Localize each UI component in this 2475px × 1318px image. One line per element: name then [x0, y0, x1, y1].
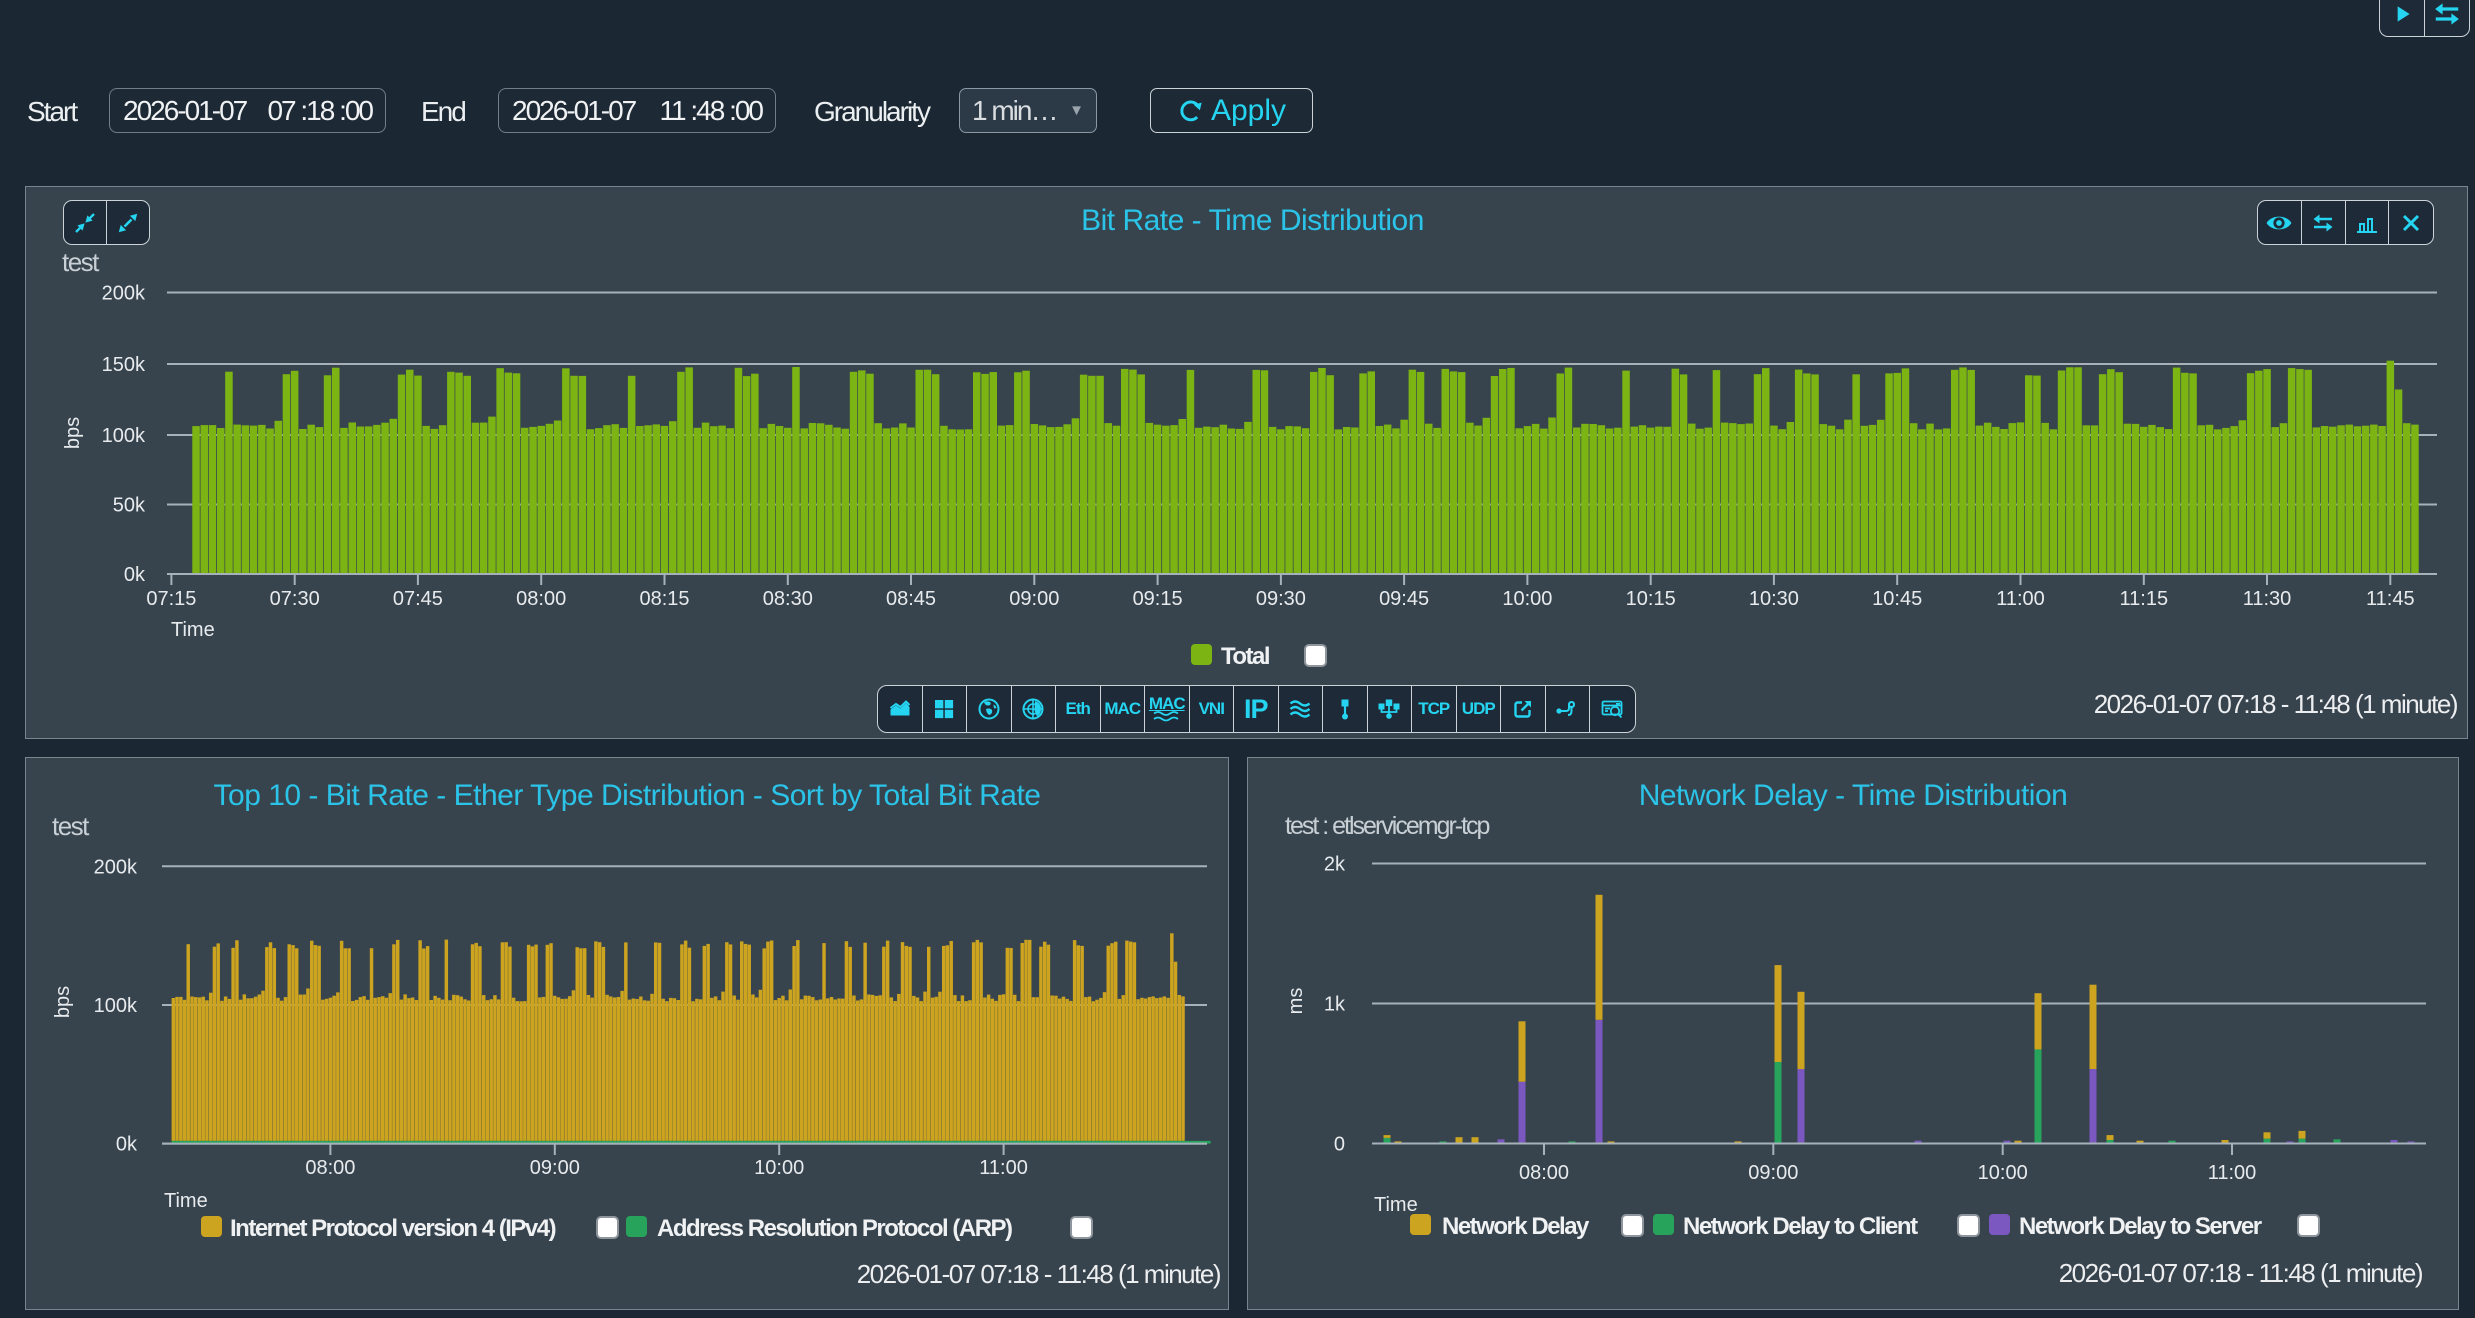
svg-text:09:45: 09:45 [1379, 588, 1429, 610]
svg-text:09:15: 09:15 [1133, 588, 1183, 610]
svg-text:10:45: 10:45 [1872, 588, 1922, 610]
svg-text:150k: 150k [102, 354, 146, 376]
svg-text:11:30: 11:30 [2243, 588, 2292, 610]
svg-text:08:15: 08:15 [639, 588, 689, 610]
svg-text:2k: 2k [1324, 854, 1346, 876]
svg-text:0k: 0k [124, 564, 146, 586]
svg-text:0: 0 [1334, 1134, 1345, 1156]
svg-text:Time: Time [164, 1190, 208, 1212]
svg-text:07:30: 07:30 [270, 588, 320, 610]
svg-text:Time: Time [171, 619, 215, 641]
svg-text:100k: 100k [102, 425, 146, 447]
svg-text:10:30: 10:30 [1749, 588, 1799, 610]
svg-text:1k: 1k [1324, 994, 1346, 1016]
svg-text:200k: 200k [94, 856, 138, 878]
svg-text:11:45: 11:45 [2366, 588, 2415, 610]
svg-text:08:45: 08:45 [886, 588, 936, 610]
svg-text:10:15: 10:15 [1626, 588, 1676, 610]
svg-text:11:00: 11:00 [979, 1157, 1028, 1179]
svg-text:08:30: 08:30 [763, 588, 813, 610]
svg-text:bps: bps [62, 417, 84, 449]
svg-text:08:00: 08:00 [1519, 1162, 1569, 1184]
svg-text:09:00: 09:00 [1009, 588, 1059, 610]
svg-text:09:00: 09:00 [1748, 1162, 1798, 1184]
svg-text:11:00: 11:00 [2208, 1162, 2257, 1184]
svg-text:100k: 100k [94, 995, 138, 1017]
svg-text:50k: 50k [113, 495, 146, 517]
svg-text:10:00: 10:00 [754, 1157, 804, 1179]
svg-text:11:00: 11:00 [1996, 588, 2045, 610]
svg-text:bps: bps [52, 986, 74, 1018]
svg-text:09:00: 09:00 [530, 1157, 580, 1179]
svg-text:ms: ms [1285, 988, 1307, 1015]
svg-text:08:00: 08:00 [305, 1157, 355, 1179]
svg-text:11:15: 11:15 [2120, 588, 2169, 610]
svg-text:07:15: 07:15 [146, 588, 196, 610]
svg-text:10:00: 10:00 [1502, 588, 1552, 610]
svg-text:0k: 0k [116, 1134, 138, 1156]
svg-text:Time: Time [1374, 1194, 1418, 1216]
svg-text:09:30: 09:30 [1256, 588, 1306, 610]
svg-text:200k: 200k [102, 283, 146, 305]
svg-text:10:00: 10:00 [1978, 1162, 2028, 1184]
svg-text:07:45: 07:45 [393, 588, 443, 610]
svg-text:08:00: 08:00 [516, 588, 566, 610]
